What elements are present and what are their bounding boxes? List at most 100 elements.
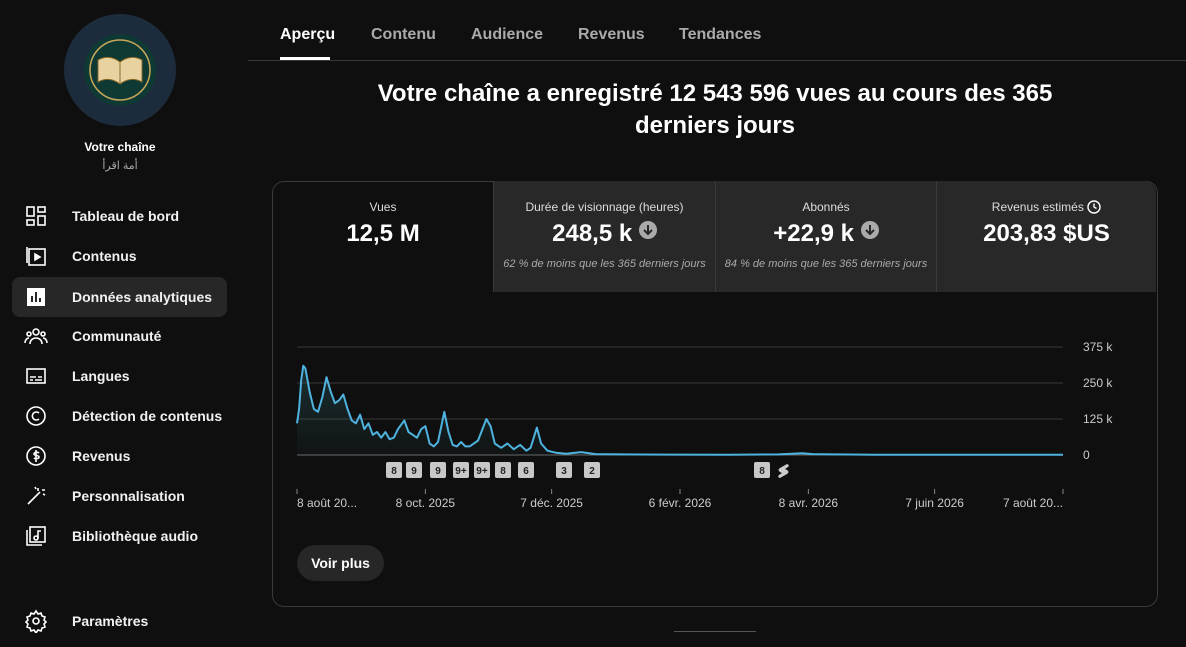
metric-value: 203,83 $US (983, 220, 1110, 247)
content-marker (474, 462, 490, 478)
metric-tile[interactable]: Abonnés +22,9 k 84 % de moins que les 365… (716, 181, 936, 292)
nav-item[interactable]: Personnalisation (12, 476, 227, 516)
nav-item[interactable]: Tableau de bord (12, 196, 227, 236)
metric-value: 12,5 M (346, 220, 420, 247)
nav-item[interactable]: Paramètres (12, 601, 227, 641)
line-chart: 0 125 k 250 k 375 k 8 août 20... 8 oct. 2025 7… (296, 340, 1113, 510)
nav-label: Bibliothèque audio (72, 528, 198, 544)
metric-value: +22,9 k (716, 220, 936, 248)
nav-label: Contenus (72, 248, 137, 264)
content-marker-label: 8 (500, 466, 506, 477)
content-marker-label: 3 (561, 466, 567, 477)
metric-tile[interactable]: Vues 12,5 M (273, 181, 493, 292)
metric-note: 84 % de moins que les 365 derniers jours (724, 258, 928, 270)
icon (27, 486, 46, 505)
metric-label: Vues (369, 200, 397, 214)
metric-note: 62 % de moins que les 365 derniers jours (503, 258, 706, 270)
content-marker-label: 9 (435, 466, 441, 477)
content-marker-label: 8 (391, 466, 397, 477)
nav-label: Revenus (72, 448, 131, 464)
metric-value-text: +22,9 k (773, 220, 855, 247)
shorts-icon (778, 464, 789, 478)
down-icon (860, 221, 879, 239)
nav-item[interactable]: Revenus (12, 436, 227, 476)
metric-tile[interactable]: Durée de visionnage (heures) 248,5 k 62 %… (494, 181, 715, 292)
content-marker-label: 6 (523, 466, 529, 477)
y-tick-label: 0 (1083, 448, 1090, 462)
see-more-button[interactable]: Voir plus (297, 545, 384, 581)
channel-name: Votre chaîne (84, 140, 156, 154)
nav-item[interactable]: Contenus (12, 236, 227, 276)
y-tick-label: 375 k (1083, 340, 1113, 354)
metric-label: Revenus estimés (937, 200, 1156, 214)
footer-line (674, 631, 756, 632)
channel-avatar[interactable] (64, 14, 176, 126)
icon (26, 368, 46, 384)
line (296, 364, 1063, 456)
content-marker (453, 462, 469, 478)
tab[interactable]: Revenus (578, 26, 645, 43)
x-tick-label: 8 avr. 2026 (779, 496, 839, 510)
icon (26, 247, 46, 266)
tab[interactable]: Contenu (371, 26, 436, 43)
x-tick-label: 7 juin 2026 (905, 496, 964, 510)
icon (26, 206, 46, 226)
metric-value: 248,5 k (494, 220, 715, 248)
icon (26, 446, 46, 466)
metric-label: Abonnés (802, 200, 850, 214)
y-tick-label: 250 k (1083, 376, 1113, 390)
clock-icon (1087, 200, 1101, 214)
nav-label: Communauté (72, 328, 162, 344)
nav-label: Tableau de bord (72, 208, 180, 224)
metric-tile[interactable]: Revenus estimés 203,83 $US (937, 181, 1156, 292)
content-marker-label: 9+ (476, 466, 488, 477)
area-fill (297, 365, 1063, 455)
nav-label: Langues (72, 368, 130, 384)
icon (24, 328, 48, 345)
content-marker-label: 9+ (455, 466, 467, 477)
metric-label-text: Revenus estimés (991, 200, 1084, 214)
headline: Votre chaîne a enregistré 12 543 596 vue… (377, 80, 1053, 139)
tile-divider (715, 181, 716, 292)
tab-indicator (280, 57, 330, 60)
content-marker (584, 462, 600, 478)
x-tick-label: 7 déc. 2025 (520, 496, 583, 510)
tab[interactable]: Audience (471, 26, 544, 43)
content-marker (754, 462, 770, 478)
content-marker-label: 8 (759, 466, 765, 477)
tile-divider (493, 181, 494, 292)
x-tick-label: 7 août 20... (1003, 496, 1063, 510)
x-tick-label: 8 août 20... (297, 496, 357, 510)
tab-divider (248, 60, 1186, 61)
nav-item[interactable]: Communauté (12, 316, 227, 356)
channel-handle: أمة اقرأ (102, 160, 138, 172)
nav-item[interactable]: Langues (12, 356, 227, 396)
metric-value-text: 248,5 k (552, 220, 633, 247)
content-marker (556, 462, 572, 478)
content-marker (518, 462, 534, 478)
icon (26, 526, 46, 546)
y-tick-label: 125 k (1083, 412, 1113, 426)
content-marker (406, 462, 422, 478)
nav-item[interactable]: Détection de contenus (12, 396, 227, 436)
metric-label: Durée de visionnage (heures) (525, 200, 684, 214)
content-marker (386, 462, 402, 478)
tab[interactable]: Tendances (679, 26, 762, 43)
tab[interactable]: Aperçu (280, 26, 336, 43)
icon (24, 609, 48, 633)
x-tick-label: 8 oct. 2025 (396, 496, 456, 510)
tile-divider (936, 181, 937, 292)
nav-label: Détection de contenus (72, 408, 223, 424)
content-marker-label: 2 (589, 466, 595, 477)
nav-item[interactable]: Bibliothèque audio (12, 516, 227, 556)
content-marker (495, 462, 511, 478)
x-tick-label: 6 févr. 2026 (649, 496, 712, 510)
nav-label: Données analytiques (72, 289, 213, 305)
icon (26, 406, 46, 426)
content-marker (430, 462, 446, 478)
nav-item[interactable]: Données analytiques (12, 277, 227, 317)
content-marker-label: 9 (411, 466, 417, 477)
down-icon (638, 221, 657, 239)
icon (27, 288, 45, 306)
